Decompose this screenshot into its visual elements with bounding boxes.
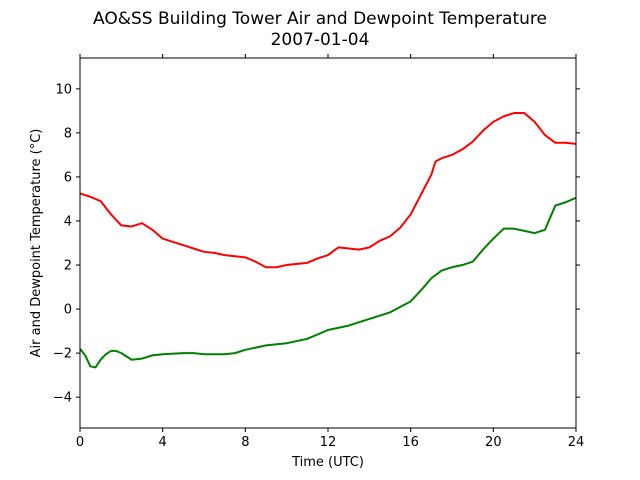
series-line-1 <box>79 196 577 369</box>
x-tick-label: 0 <box>76 435 84 450</box>
x-tick-label: 8 <box>241 435 249 450</box>
y-tick-label: −2 <box>53 347 72 362</box>
x-tick-label: 12 <box>320 435 337 450</box>
x-axis-label: Time (UTC) <box>291 455 364 470</box>
series-line-0 <box>79 112 577 269</box>
x-tick-label: 4 <box>159 435 167 450</box>
y-tick-label: 0 <box>64 303 72 318</box>
plot-frame <box>79 57 577 429</box>
chart-title: AO&SS Building Tower Air and Dewpoint Te… <box>93 9 547 29</box>
y-tick-label: −4 <box>53 391 72 406</box>
chart-subtitle: 2007-01-04 <box>271 30 370 50</box>
x-tick-label: 16 <box>402 435 419 450</box>
y-tick-label: 8 <box>64 126 72 141</box>
series-layer <box>79 112 577 369</box>
y-tick-label: 6 <box>64 170 72 185</box>
y-tick-label: 2 <box>64 259 72 274</box>
y-axis-label: Air and Dewpoint Temperature (°C) <box>29 129 44 358</box>
y-tick-label: 10 <box>55 82 72 97</box>
x-tick-label: 20 <box>485 435 502 450</box>
x-tick-label: 24 <box>568 435 585 450</box>
y-tick-label: 4 <box>64 214 72 229</box>
